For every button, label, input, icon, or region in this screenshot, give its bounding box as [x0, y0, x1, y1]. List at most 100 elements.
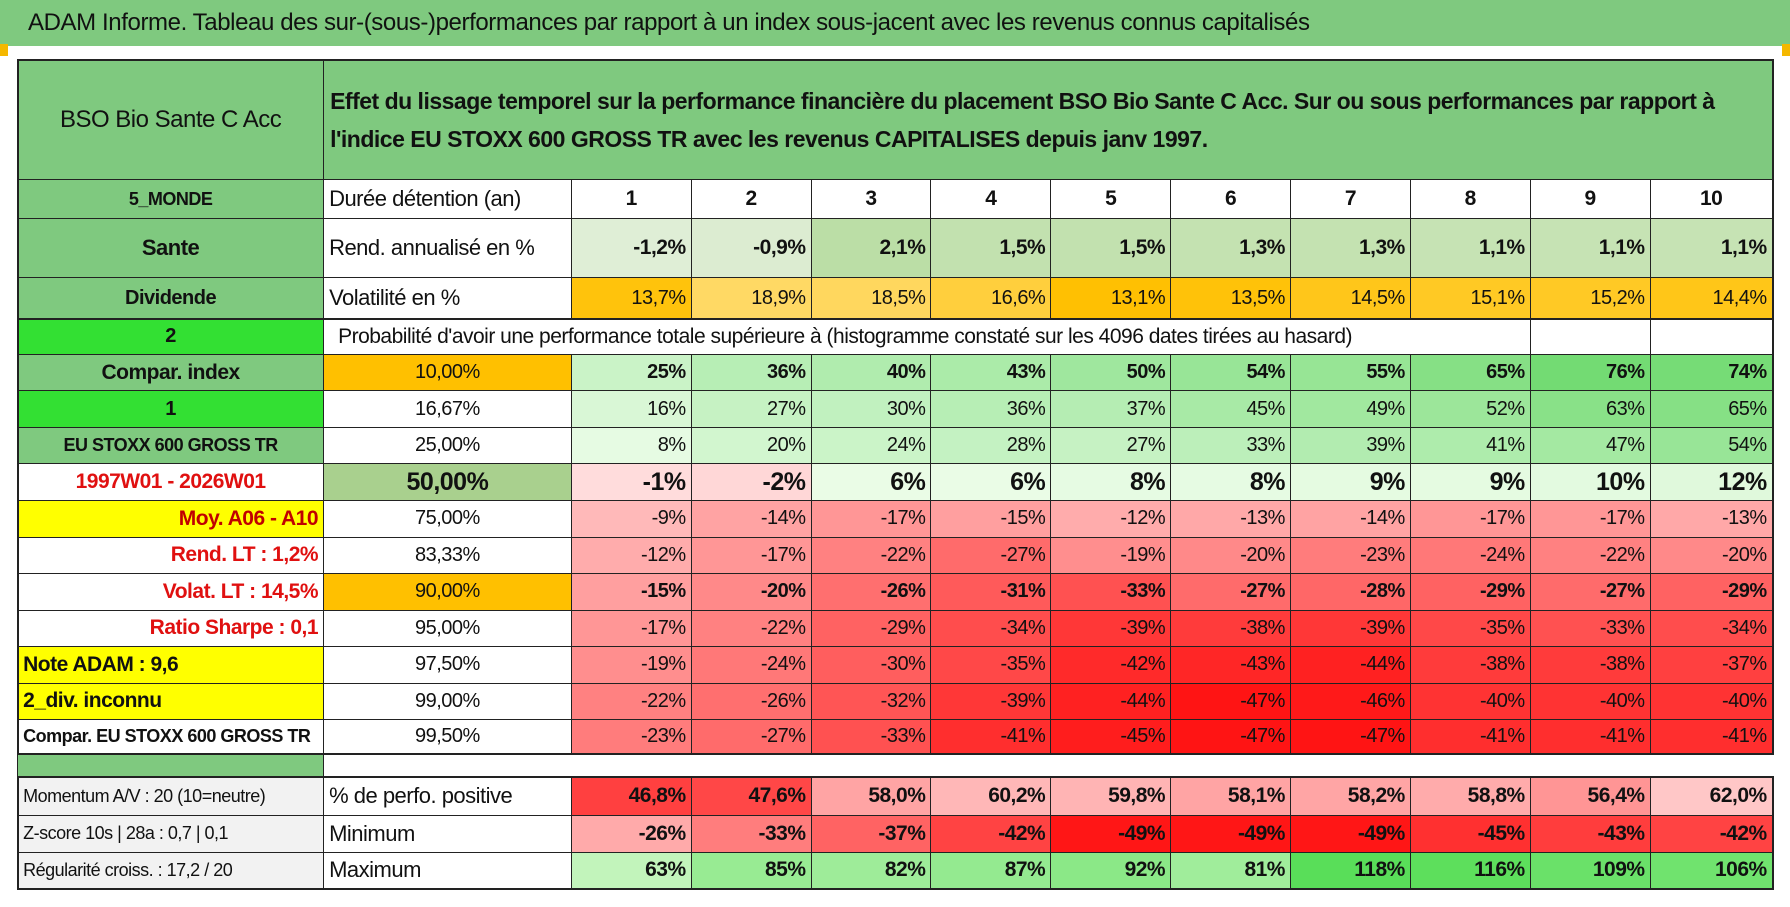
value-cell: 41%: [1409, 426, 1531, 465]
value-cell: -33%: [810, 719, 932, 755]
value-cell: -49%: [1289, 815, 1411, 853]
value-cell: 55%: [1289, 353, 1411, 392]
empty-cell: [1529, 318, 1651, 355]
value-cell: 39%: [1289, 426, 1411, 465]
value-cell: 6%: [810, 463, 932, 501]
column-header: 2: [690, 179, 812, 220]
row-label: 2: [17, 318, 325, 355]
value-cell: -13%: [1649, 500, 1773, 538]
value-cell: -14%: [690, 500, 812, 538]
value-cell: 63%: [570, 851, 692, 890]
value-cell: -30%: [810, 646, 932, 684]
table-frame: [17, 59, 1774, 756]
value-cell: 118%: [1289, 851, 1411, 890]
value-cell: -26%: [690, 682, 812, 721]
value-cell: -37%: [1649, 646, 1773, 684]
value-cell: 58,1%: [1170, 776, 1291, 817]
row-header: % de perfo. positive: [323, 776, 572, 817]
value-cell: -23%: [570, 719, 692, 755]
row-header: Volatilité en %: [323, 277, 572, 320]
value-cell: 40%: [810, 353, 932, 392]
title-bar: ADAM Informe. Tableau des sur-(sous-)per…: [0, 0, 1790, 46]
value-cell: -27%: [1170, 573, 1291, 611]
row-header: 16,67%: [323, 390, 572, 428]
row-header: 90,00%: [323, 573, 572, 611]
value-cell: 16%: [570, 390, 692, 428]
corner-mark: [0, 44, 8, 56]
value-cell: -41%: [930, 719, 1052, 755]
value-cell: 74%: [1649, 353, 1773, 392]
row-label: Moy. A06 - A10: [17, 500, 325, 538]
value-cell: -1%: [570, 463, 692, 501]
value-cell: 25%: [570, 353, 692, 392]
value-cell: -38%: [1529, 646, 1651, 684]
value-cell: 85%: [690, 851, 812, 890]
value-cell: -47%: [1289, 719, 1411, 755]
value-cell: 14,5%: [1289, 277, 1411, 320]
row-header: Durée détention (an): [323, 179, 572, 220]
value-cell: 49%: [1289, 390, 1411, 428]
value-cell: -19%: [1050, 536, 1172, 575]
value-cell: 54%: [1170, 353, 1291, 392]
row-label: Compar. EU STOXX 600 GROSS TR: [17, 719, 325, 755]
row-header: 97,50%: [323, 646, 572, 684]
value-cell: 18,5%: [810, 277, 932, 320]
value-cell: 82%: [810, 851, 932, 890]
value-cell: -37%: [810, 815, 932, 853]
value-cell: 20%: [690, 426, 812, 465]
corner-mark: [1782, 44, 1790, 56]
row-label: 2_div. inconnu: [17, 682, 325, 721]
row-label: Sante: [17, 218, 325, 279]
value-cell: -12%: [1050, 500, 1172, 538]
value-cell: -38%: [1170, 609, 1291, 648]
value-cell: 50%: [1050, 353, 1172, 392]
value-cell: 33%: [1170, 426, 1291, 465]
column-header: 3: [810, 179, 932, 220]
column-header: 7: [1289, 179, 1411, 220]
value-cell: -32%: [810, 682, 932, 721]
value-cell: 15,2%: [1529, 277, 1651, 320]
row-header: 50,00%: [323, 463, 572, 501]
value-cell: -40%: [1529, 682, 1651, 721]
spacer-cell: [17, 753, 325, 778]
value-cell: -17%: [1409, 500, 1531, 538]
value-cell: 47%: [1529, 426, 1651, 465]
value-cell: 1,3%: [1289, 218, 1411, 279]
value-cell: 54%: [1649, 426, 1773, 465]
value-cell: 16,6%: [930, 277, 1052, 320]
value-cell: -27%: [1529, 573, 1651, 611]
value-cell: -20%: [1649, 536, 1773, 575]
value-cell: -1,2%: [570, 218, 692, 279]
section-caption: Probabilité d'avoir une performance tota…: [323, 318, 1531, 355]
row-header: Rend. annualisé en %: [323, 218, 572, 279]
value-cell: -27%: [690, 719, 812, 755]
value-cell: -23%: [1289, 536, 1411, 575]
value-cell: -35%: [930, 646, 1052, 684]
value-cell: -29%: [1649, 573, 1773, 611]
value-cell: 52%: [1409, 390, 1531, 428]
value-cell: -22%: [1529, 536, 1651, 575]
value-cell: -40%: [1409, 682, 1531, 721]
value-cell: 1,5%: [1050, 218, 1172, 279]
value-cell: 13,1%: [1050, 277, 1172, 320]
value-cell: -9%: [570, 500, 692, 538]
value-cell: 1,3%: [1170, 218, 1291, 279]
value-cell: 81%: [1170, 851, 1291, 890]
value-cell: 45%: [1170, 390, 1291, 428]
value-cell: -33%: [1529, 609, 1651, 648]
row-label: 1997W01 - 2026W01: [17, 463, 325, 501]
value-cell: 92%: [1050, 851, 1172, 890]
row-header: 99,50%: [323, 719, 572, 755]
row-label: Compar. index: [17, 353, 325, 392]
value-cell: -42%: [930, 815, 1052, 853]
value-cell: -35%: [1409, 609, 1531, 648]
value-cell: -24%: [690, 646, 812, 684]
value-cell: -41%: [1649, 719, 1773, 755]
value-cell: 1,1%: [1649, 218, 1773, 279]
value-cell: -34%: [930, 609, 1052, 648]
value-cell: 18,9%: [690, 277, 812, 320]
row-label: Dividende: [17, 277, 325, 320]
row-label: Note ADAM : 9,6: [17, 646, 325, 684]
value-cell: -40%: [1649, 682, 1773, 721]
